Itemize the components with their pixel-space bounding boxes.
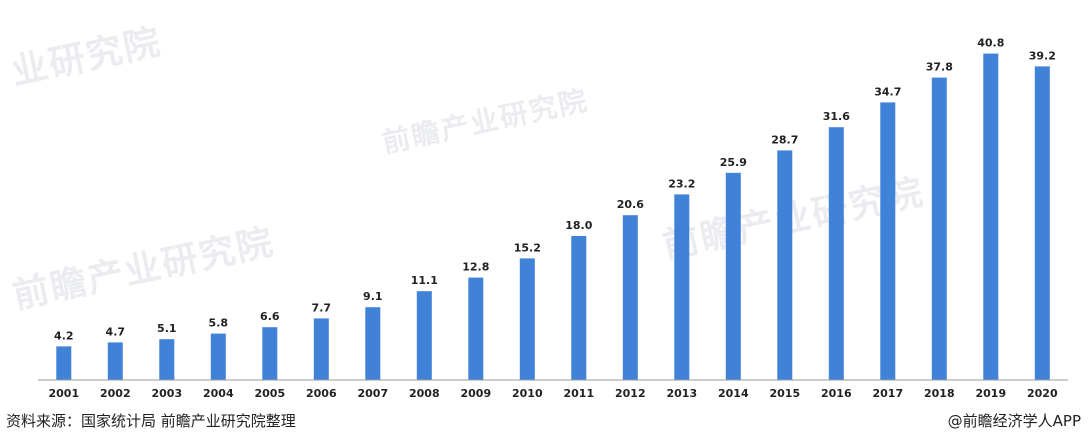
value-label-2002: 4.7 [106, 325, 126, 338]
bar-2004 [210, 333, 226, 380]
x-tick-label-2010: 2010 [512, 387, 543, 400]
bar-2008 [416, 291, 432, 380]
x-tick-label-2011: 2011 [563, 387, 594, 400]
bar-2013 [674, 194, 690, 380]
bar-2012 [622, 215, 638, 380]
bar-2016 [828, 127, 844, 380]
value-label-2016: 31.6 [823, 110, 850, 123]
value-label-2014: 25.9 [720, 156, 747, 169]
x-tick-label-2012: 2012 [615, 387, 646, 400]
value-label-2009: 12.8 [462, 261, 489, 274]
value-label-2020: 39.2 [1029, 49, 1056, 62]
x-tick-label-2003: 2003 [151, 387, 182, 400]
x-tick-label-2015: 2015 [769, 387, 800, 400]
bar-2010 [519, 258, 535, 380]
brand-credit: @前瞻经济学人APP [947, 412, 1081, 430]
value-label-2007: 9.1 [363, 290, 383, 303]
bars-group [56, 53, 1050, 381]
x-tick-label-2005: 2005 [254, 387, 285, 400]
value-label-2018: 37.8 [926, 61, 953, 74]
bar-2007 [365, 307, 381, 380]
value-label-2001: 4.2 [54, 329, 74, 342]
value-label-2017: 34.7 [874, 85, 901, 98]
x-tick-label-2019: 2019 [975, 387, 1006, 400]
bar-2017 [880, 102, 896, 381]
x-tick-label-2016: 2016 [821, 387, 852, 400]
bar-2014 [725, 172, 741, 380]
x-tick-label-2018: 2018 [924, 387, 955, 400]
x-tick-labels-group: 2001 2002 2003 2004 2005 2006 2007 2008 2009 2010… [48, 387, 1057, 400]
x-tick-label-2020: 2020 [1027, 387, 1058, 400]
x-tick-label-2001: 2001 [48, 387, 79, 400]
value-label-2019: 40.8 [977, 37, 1004, 50]
bar-2006 [313, 318, 329, 380]
bar-2011 [571, 236, 587, 380]
x-tick-label-2006: 2006 [306, 387, 337, 400]
bar-2002 [107, 342, 123, 380]
x-tick-label-2002: 2002 [100, 387, 131, 400]
x-tick-label-2004: 2004 [203, 387, 234, 400]
value-label-2013: 23.2 [668, 177, 695, 190]
bar-2018 [931, 77, 947, 380]
value-label-2008: 11.1 [411, 274, 438, 287]
bar-2001 [56, 346, 72, 380]
x-tick-label-2009: 2009 [460, 387, 491, 400]
value-labels-group: 4.2 4.7 5.1 5.8 6.6 7.7 9.1 11.1 12.8 15.2 18.0 20.… [54, 37, 1056, 343]
x-tick-label-2017: 2017 [872, 387, 903, 400]
bar-2019 [983, 53, 999, 380]
x-tick-label-2013: 2013 [666, 387, 697, 400]
value-label-2003: 5.1 [157, 322, 177, 335]
x-tick-label-2007: 2007 [357, 387, 388, 400]
value-label-2015: 28.7 [771, 133, 798, 146]
value-label-2012: 20.6 [617, 198, 644, 211]
bar-2009 [468, 277, 484, 380]
x-tick-label-2008: 2008 [409, 387, 440, 400]
bar-2015 [777, 150, 793, 380]
bar-2005 [262, 327, 278, 380]
value-label-2006: 7.7 [312, 301, 332, 314]
value-label-2005: 6.6 [260, 310, 280, 323]
value-label-2011: 18.0 [565, 219, 592, 232]
value-label-2004: 5.8 [209, 317, 229, 330]
x-tick-label-2014: 2014 [718, 387, 749, 400]
value-label-2010: 15.2 [514, 241, 541, 254]
source-note: 资料来源：国家统计局 前瞻产业研究院整理 [6, 412, 296, 430]
bar-2020 [1034, 66, 1050, 381]
bar-2003 [159, 339, 175, 380]
